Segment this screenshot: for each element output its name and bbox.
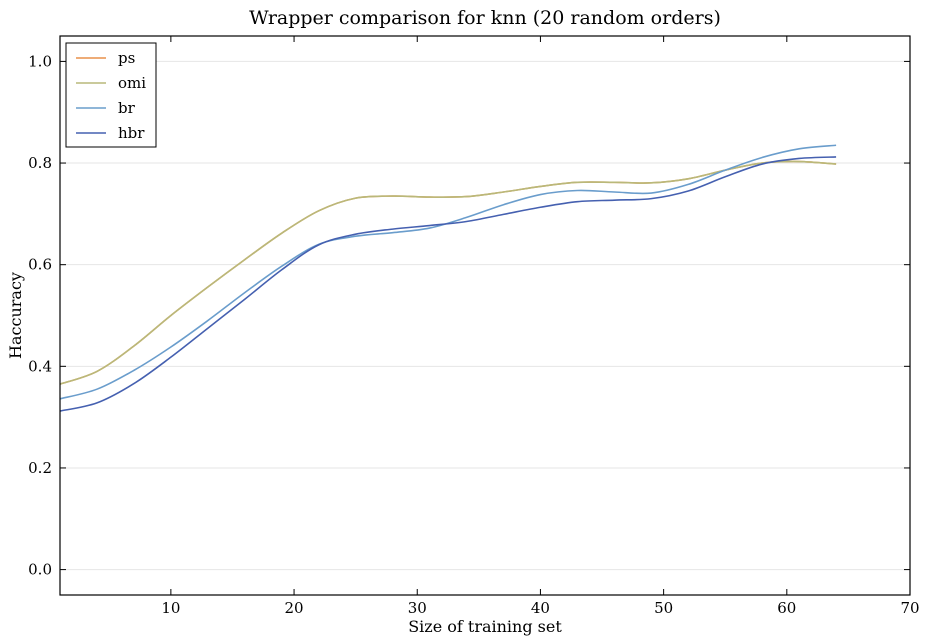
chart-title: Wrapper comparison for knn (20 random or… [249,7,721,29]
series-line-omi [59,160,837,385]
x-tick-label: 20 [285,599,304,617]
y-axis-label: Haccuracy [6,272,25,359]
y-tick-label: 0.2 [28,459,52,477]
x-tick-label: 50 [654,599,673,617]
legend-box [65,42,157,148]
x-axis-label: Size of training set [408,617,562,636]
y-tick-label: 0.4 [28,357,52,375]
legend-label-hbr: hbr [118,124,145,142]
legend-label-omi: omi [118,74,146,92]
x-tick-label: 70 [900,599,919,617]
y-tick-label: 1.0 [28,52,52,70]
grid-lines [60,60,910,571]
series-line-br [59,144,837,400]
y-tick-label: 0.8 [28,154,52,172]
y-tick-label: 0.0 [28,561,52,579]
legend-label-br: br [118,99,136,117]
series-lines [59,144,837,412]
x-tick-label: 10 [161,599,180,617]
x-tick-label: 40 [531,599,550,617]
series-line-ps [59,160,837,385]
x-tick-label: 60 [777,599,796,617]
axis-ticks: 10 20 30 40 50 60 70 0.0 0.2 0.4 0.6 0.8 1.0 [28,36,920,617]
x-tick-label: 30 [408,599,427,617]
series-line-hbr [59,156,837,412]
legend: ps omi br hbr [65,42,157,148]
y-tick-label: 0.6 [28,256,52,274]
legend-label-ps: ps [118,49,135,67]
plot-area-frame [59,35,911,596]
